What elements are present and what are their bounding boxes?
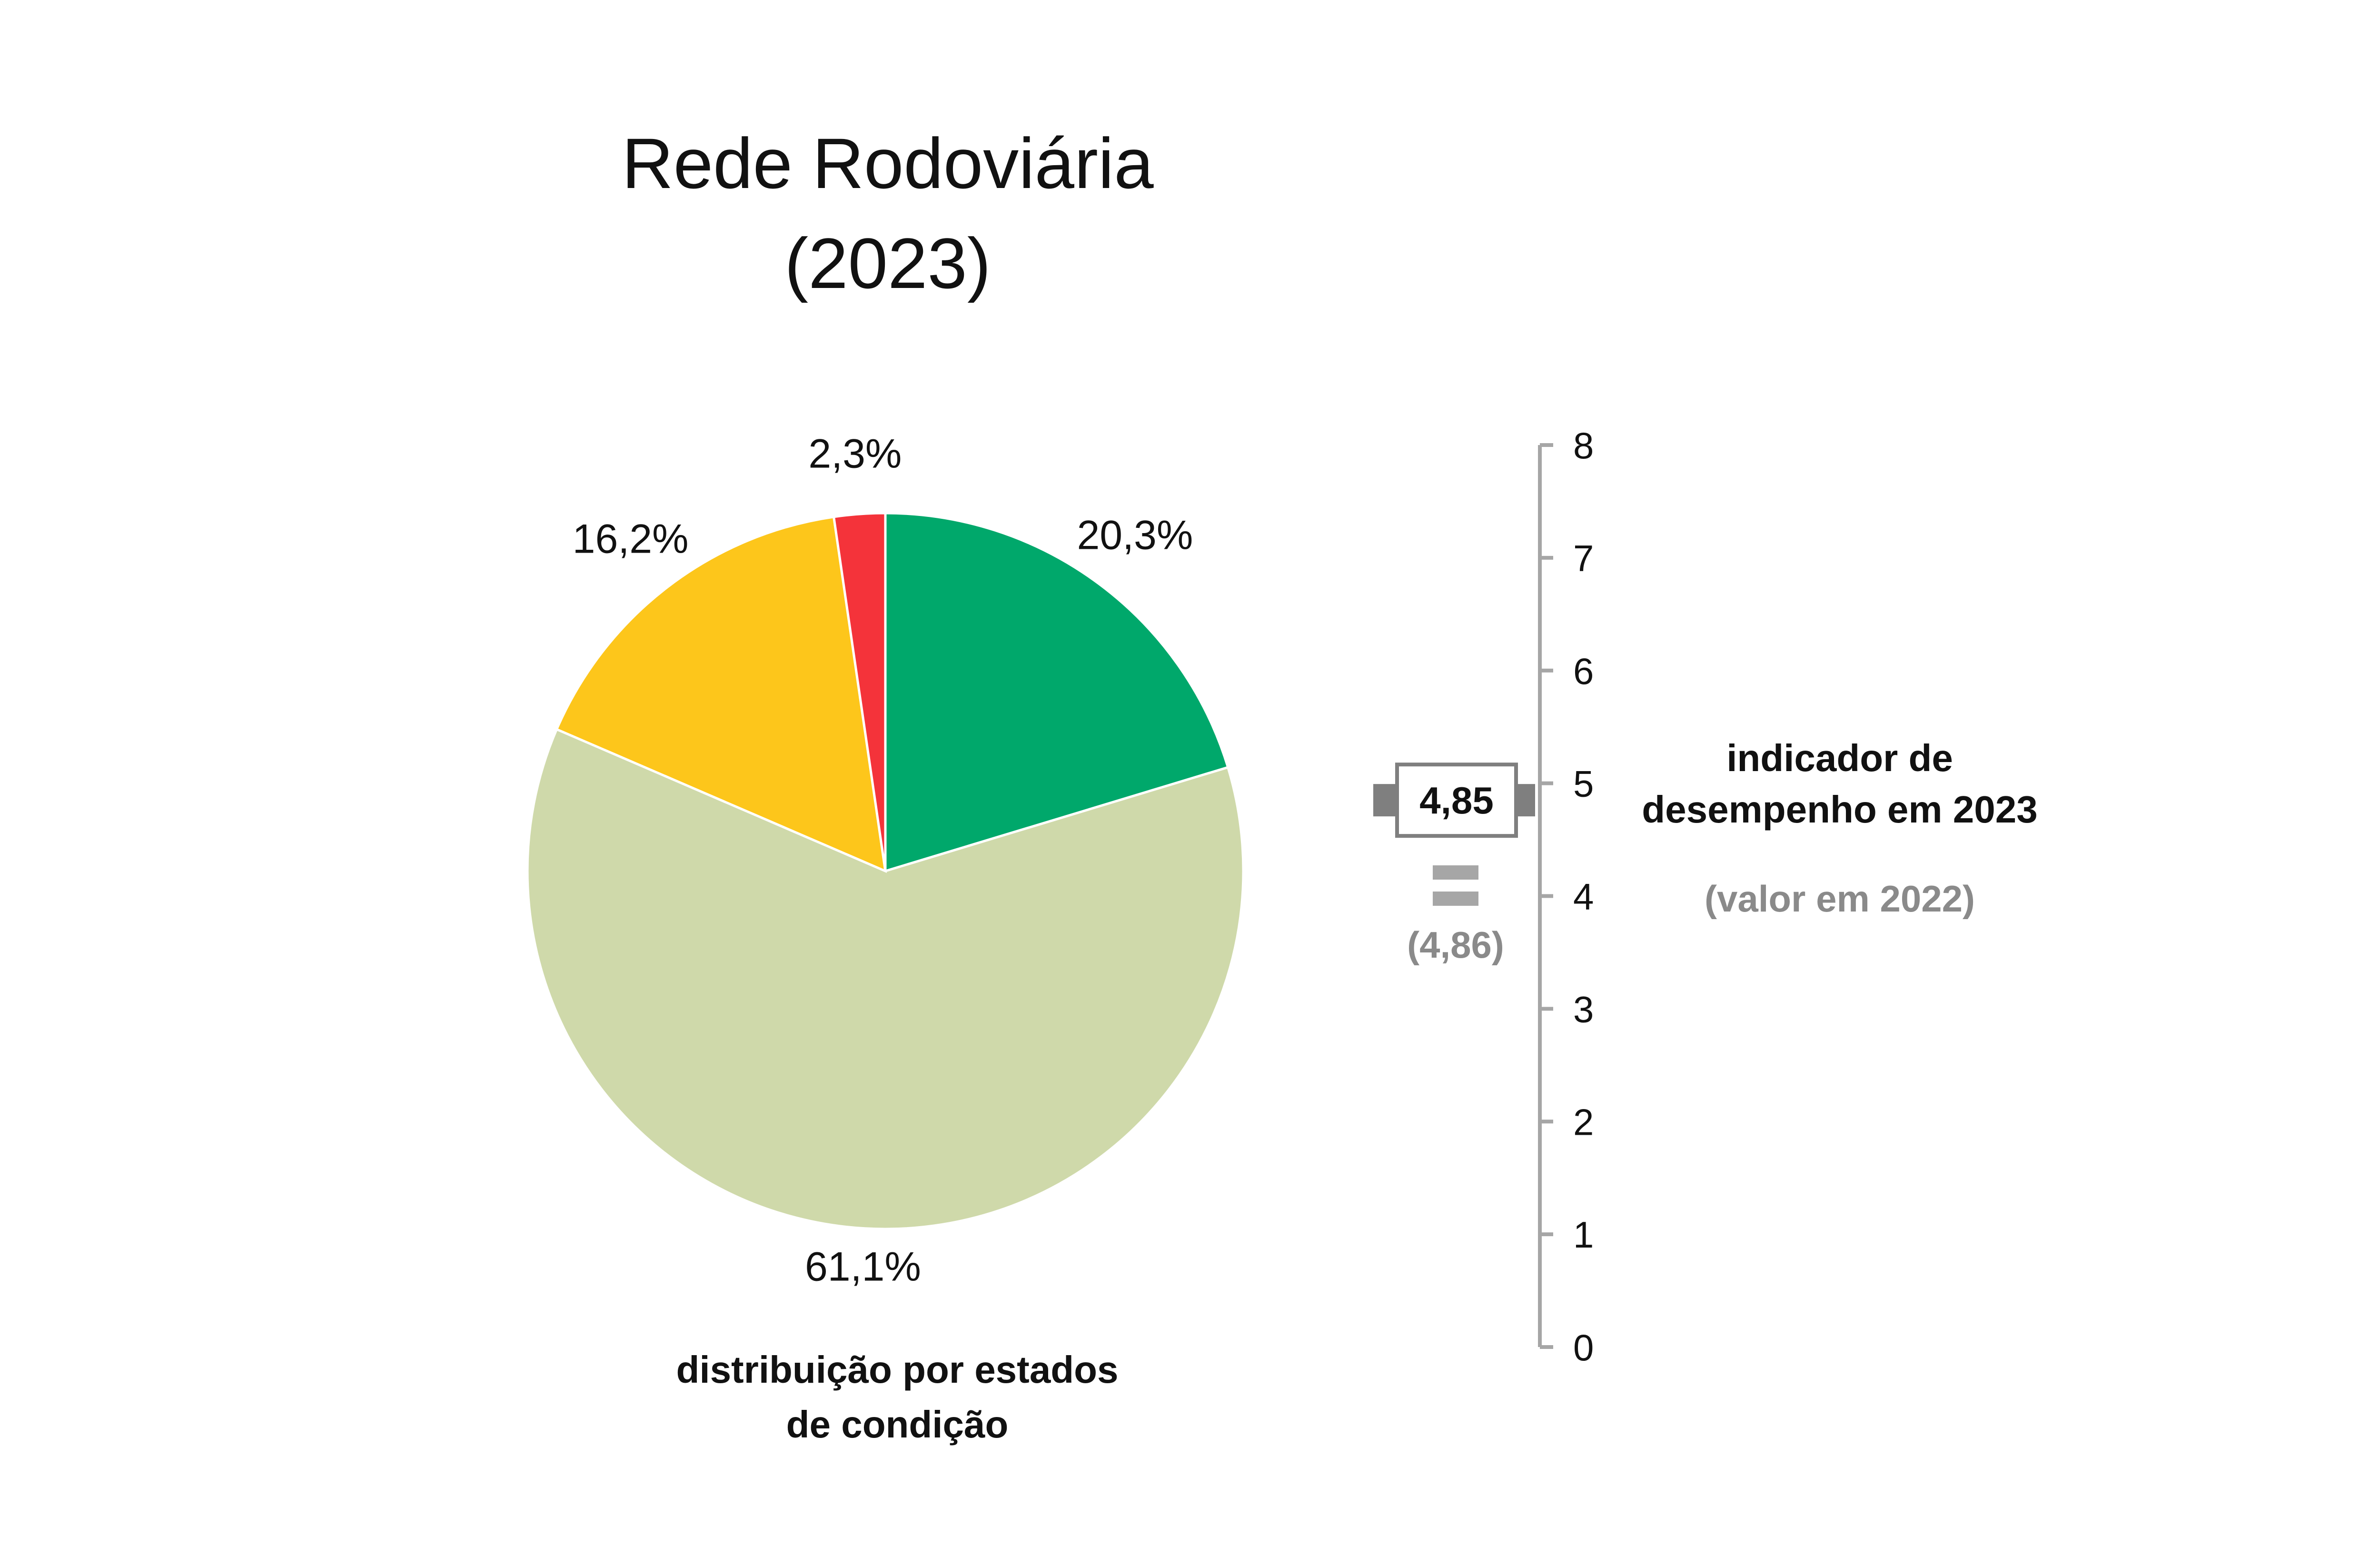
gauge-tick-label-8: 8 — [1573, 425, 1594, 466]
chart-title-line2: (2023) — [784, 223, 991, 303]
gauge-tick-label-0: 0 — [1573, 1327, 1594, 1368]
current-value: 4,85 — [1419, 779, 1494, 822]
pie-slice-1 — [526, 727, 1245, 1230]
pie-chart — [526, 512, 1245, 1230]
gauge-tick-label-5: 5 — [1573, 763, 1594, 805]
value-marker-left — [1373, 784, 1399, 817]
performance-gauge: 0 1 2 3 4 5 6 7 8 4,85 (4,86) — [1373, 425, 1594, 1368]
pie-slice-0 — [884, 512, 1230, 873]
previous-value: (4,86) — [1407, 924, 1504, 966]
equal-sign-icon — [1433, 865, 1478, 906]
chart-title-line1: Rede Rodoviária — [622, 123, 1154, 203]
indicator-label-line1: indicador de — [1726, 737, 1953, 779]
pie-slice-3 — [832, 512, 887, 872]
pie-label-2: 16,2% — [573, 516, 689, 562]
pie-slice-2 — [555, 515, 887, 873]
current-value-box — [1395, 763, 1518, 838]
pie-labels: 20,3% 61,1% 16,2% 2,3% — [573, 431, 1193, 1289]
pie-caption-line2: de condição — [786, 1403, 1009, 1446]
pie-label-3: 2,3% — [808, 431, 902, 476]
gauge-tick-label-6: 6 — [1573, 650, 1594, 692]
pie-label-0: 20,3% — [1077, 512, 1193, 558]
pie-label-1: 61,1% — [805, 1244, 921, 1290]
gauge-tick-label-4: 4 — [1573, 876, 1594, 918]
gauge-tick-label-2: 2 — [1573, 1101, 1594, 1143]
gauge-tick-label-7: 7 — [1573, 537, 1594, 579]
pie-caption-line1: distribuição por estados — [676, 1348, 1118, 1391]
indicator-label-line2: desempenho em 2023 — [1642, 788, 2037, 831]
gauge-tick-label-1: 1 — [1573, 1214, 1594, 1256]
gauge-tick-label-3: 3 — [1573, 988, 1594, 1030]
previous-year-label: (valor em 2022) — [1705, 878, 1975, 920]
